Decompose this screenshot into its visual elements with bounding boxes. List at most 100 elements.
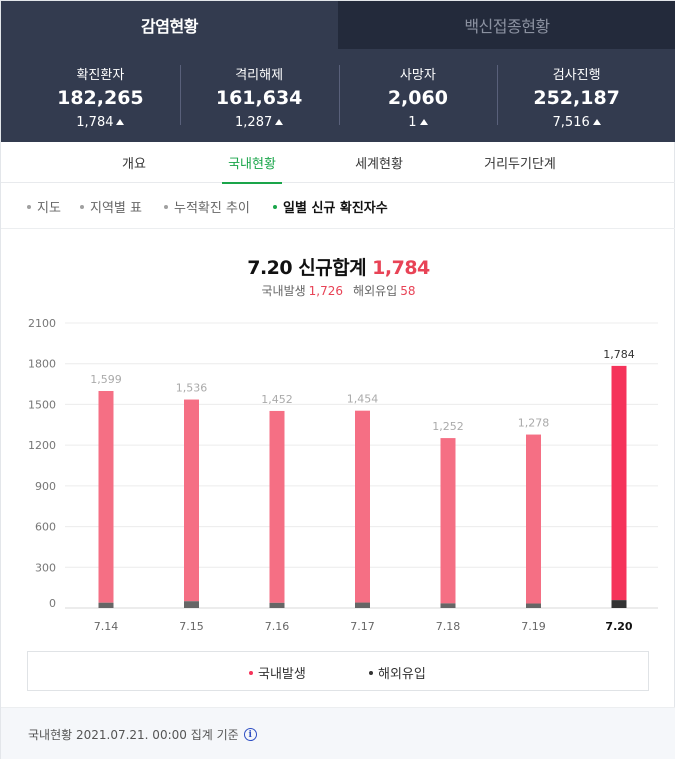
- stat-change: 7,516: [553, 115, 601, 130]
- y-tick-label: 1500: [28, 398, 56, 411]
- x-tick-label: 7.15: [179, 620, 204, 633]
- y-tick-label: 300: [35, 561, 56, 574]
- footer: 국내현황 2021.07.21. 00:00 집계 기준 i: [1, 707, 675, 759]
- filter-label: 누적확진 추이: [174, 201, 250, 216]
- legend-imported: 해외유입: [369, 663, 426, 682]
- filter-cumulative-trend[interactable]: 누적확진 추이: [164, 197, 250, 216]
- x-tick-label: 7.14: [94, 620, 119, 633]
- summary-total: 1,784: [372, 257, 430, 279]
- stat-change-value: 1: [408, 114, 417, 130]
- x-tick-label: 7.18: [436, 620, 461, 633]
- stat-value: 252,187: [533, 86, 620, 109]
- bar-imported: [440, 603, 456, 608]
- bullet-icon: [273, 204, 277, 209]
- stat-change: 1,287: [235, 114, 284, 130]
- bar-imported: [526, 603, 541, 608]
- stat-change: 1,784: [76, 114, 125, 130]
- filter-label: 지역별 표: [90, 201, 142, 216]
- tab-world[interactable]: 세계현황: [355, 157, 403, 172]
- bar-domestic: [355, 410, 370, 603]
- stat-change: 1: [408, 114, 428, 130]
- y-tick-label: 0: [49, 597, 56, 610]
- stat-change-value: 7,516: [552, 114, 590, 130]
- tab-vaccine-status[interactable]: 백신접종현황: [338, 1, 675, 49]
- domestic-count: 1,726: [308, 284, 344, 298]
- bar-value-label: 1,252: [432, 420, 464, 433]
- stat-value: 161,634: [215, 86, 303, 109]
- daily-summary-breakdown: 국내발생 1,726 해외유입 58: [1, 282, 675, 299]
- y-tick-label: 2100: [28, 317, 56, 330]
- stat-label: 확진환자: [76, 67, 125, 83]
- bar-imported: [98, 602, 114, 608]
- daily-summary-title: 7.20 신규합계 1,784: [1, 253, 675, 280]
- stat-change-value: 1,287: [235, 114, 273, 130]
- increase-arrow-icon: [419, 119, 428, 125]
- y-tick-label: 1800: [28, 358, 56, 371]
- y-tick-label: 1200: [28, 439, 56, 452]
- x-tick-label: 7.17: [350, 620, 375, 633]
- status-header: 감염현황 백신접종현황 확진환자 182,265 1,784 격리해제 161,…: [1, 1, 675, 142]
- stat-confirmed: 확진환자 182,265 1,784: [21, 49, 180, 142]
- filter-region-table[interactable]: 지역별 표: [80, 197, 142, 216]
- bullet-icon: [164, 204, 168, 209]
- bar-imported: [184, 601, 199, 608]
- footer-timestamp: 국내현황 2021.07.21. 00:00 집계 기준: [28, 728, 239, 742]
- bullet-icon: [80, 204, 84, 209]
- legend-dot-icon: [369, 670, 373, 675]
- daily-cases-bar-chart: 0 300 600 900 1200 1500 1800 2100 1,599 7.14 1,536…: [28, 317, 658, 633]
- bar-imported: [269, 602, 285, 608]
- stat-label: 격리해제: [235, 67, 284, 83]
- increase-arrow-icon: [275, 119, 284, 125]
- bar-domestic: [184, 399, 199, 602]
- filter-daily-new-cases[interactable]: 일별 신규 확진자수: [273, 197, 388, 216]
- y-tick-label: 900: [35, 480, 56, 493]
- stat-label: 사망자: [399, 67, 436, 83]
- tab-infection-status[interactable]: 감염현황: [1, 1, 338, 49]
- x-tick-label: 7.19: [521, 620, 546, 633]
- summary-label: 신규합계: [298, 257, 367, 279]
- info-icon[interactable]: i: [243, 728, 257, 741]
- x-tick-label: 7.20: [605, 620, 632, 633]
- bar-domestic: [611, 365, 627, 601]
- legend-dot-icon: [249, 670, 253, 675]
- bullet-icon: [27, 204, 31, 209]
- x-tick-label: 7.16: [265, 620, 290, 633]
- summary-date: 7.20: [247, 257, 293, 279]
- tab-distancing-level[interactable]: 거리두기단계: [484, 157, 556, 172]
- stats-row: 확진환자 182,265 1,784 격리해제 161,634 1,287 사망…: [21, 49, 656, 142]
- bar-domestic: [440, 438, 456, 604]
- y-tick-label: 600: [35, 521, 56, 534]
- filter-label: 일별 신규 확진자수: [283, 201, 388, 216]
- imported-label: 해외유입: [353, 284, 398, 298]
- legend-label: 해외유입: [378, 667, 426, 682]
- increase-arrow-icon: [592, 119, 601, 125]
- bar-value-label: 1,784: [603, 348, 635, 361]
- footer-note: 국내현황 2021.07.21. 00:00 집계 기준 i: [28, 726, 257, 743]
- stat-change-value: 1,784: [76, 114, 114, 130]
- stat-released: 격리해제 161,634 1,287: [179, 49, 339, 142]
- bar-domestic: [526, 434, 541, 604]
- filter-map[interactable]: 지도: [27, 197, 61, 216]
- sub-tabs: 개요 국내현황 세계현황 거리두기단계: [1, 142, 675, 184]
- bar-value-label: 1,536: [176, 382, 208, 395]
- bar-value-label: 1,278: [518, 417, 550, 430]
- increase-arrow-icon: [116, 119, 125, 125]
- stat-label: 검사진행: [552, 67, 601, 83]
- legend-label: 국내발생: [258, 667, 306, 682]
- imported-count: 58: [400, 284, 416, 298]
- stat-deaths: 사망자 2,060 1: [338, 49, 498, 142]
- bar-imported: [355, 602, 370, 608]
- domestic-label: 국내발생: [261, 284, 306, 298]
- top-tabs: 감염현황 백신접종현황: [1, 1, 675, 49]
- bar-domestic: [98, 390, 114, 603]
- legend-domestic: 국내발생: [249, 663, 306, 682]
- stat-value: 2,060: [387, 86, 448, 109]
- chart-legend: 국내발생 해외유입: [27, 651, 649, 691]
- bar-domestic: [269, 410, 285, 603]
- bar-value-label: 1,599: [90, 373, 122, 386]
- stat-value: 182,265: [57, 86, 144, 109]
- filter-label: 지도: [37, 201, 61, 216]
- tab-overview[interactable]: 개요: [122, 157, 146, 172]
- tab-domestic[interactable]: 국내현황: [222, 142, 282, 184]
